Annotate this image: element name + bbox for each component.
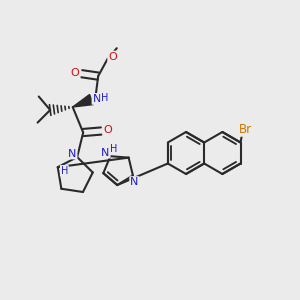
Text: N: N	[101, 148, 110, 158]
Text: O: O	[103, 125, 112, 135]
Text: N: N	[68, 148, 76, 158]
Polygon shape	[73, 94, 94, 107]
Text: O: O	[71, 68, 80, 78]
Text: N: N	[130, 177, 139, 187]
Text: H: H	[101, 93, 109, 103]
Text: H: H	[110, 144, 117, 154]
Text: O: O	[108, 52, 117, 61]
Text: N: N	[92, 94, 101, 104]
Text: H: H	[61, 166, 68, 176]
Text: Br: Br	[238, 123, 252, 136]
